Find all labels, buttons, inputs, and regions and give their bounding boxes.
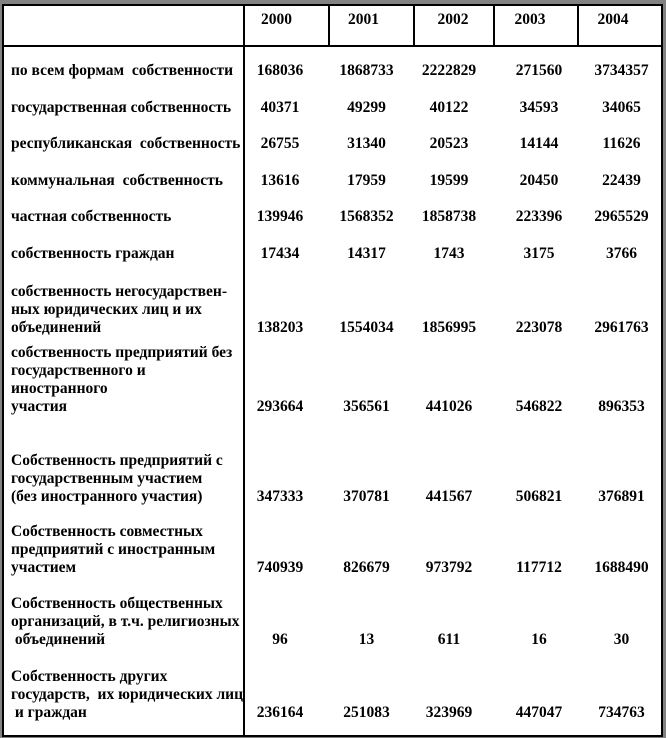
value-cell: 139946 bbox=[256, 208, 304, 225]
row-label: по всем формам собственности bbox=[4, 46, 245, 87]
table-row: Собственность совместных предприятий с и… bbox=[4, 513, 661, 584]
value-cell: 49299 bbox=[347, 99, 386, 116]
value-cell: 11626 bbox=[602, 135, 641, 152]
value-cell: 31340 bbox=[347, 135, 386, 152]
value-cell: 3175 bbox=[523, 245, 555, 262]
value-cell: 376891 bbox=[598, 488, 645, 505]
document-table-frame: 2000 2001 2002 2003 2004 по всем формам … bbox=[2, 4, 663, 737]
value-cell: 740939 bbox=[256, 559, 304, 576]
value-cell: 323969 bbox=[425, 704, 473, 721]
value-cell: 19599 bbox=[429, 172, 469, 189]
value-cell: 611 bbox=[437, 631, 461, 648]
value-cell: 734763 bbox=[598, 704, 645, 721]
table-row: государственная собственность 40371 4929… bbox=[4, 87, 661, 124]
value-cell: 293664 bbox=[256, 398, 304, 415]
value-cell: 2965529 bbox=[594, 208, 649, 225]
value-cell: 14144 bbox=[519, 135, 559, 152]
year-header-2001: 2001 bbox=[328, 6, 414, 47]
value-cell: 347333 bbox=[256, 488, 304, 505]
value-cell: 34593 bbox=[519, 99, 559, 116]
table-row: республиканская собственность 26755 3134… bbox=[4, 124, 661, 160]
row-label: Собственность общественных организаций, … bbox=[4, 584, 245, 656]
year-header-2000: 2000 bbox=[243, 6, 329, 47]
table-row: Собственность общественных организаций, … bbox=[4, 584, 661, 656]
value-cell: 441026 bbox=[425, 398, 473, 415]
row-label: Собственность предприятий с государствен… bbox=[4, 423, 245, 513]
row-label: собственность негосударствен- ных юридич… bbox=[4, 270, 245, 344]
table-row: Собственность других государств, их юрид… bbox=[4, 656, 661, 735]
table-row: частная собственность 139946 1568352 185… bbox=[4, 197, 661, 233]
value-cell: 17959 bbox=[347, 172, 386, 189]
value-cell: 34065 bbox=[602, 99, 641, 116]
value-cell: 1688490 bbox=[594, 559, 649, 576]
row-label: республиканская собственность bbox=[4, 124, 245, 160]
value-cell: 236164 bbox=[256, 704, 304, 721]
value-cell: 826679 bbox=[343, 559, 390, 576]
value-cell: 30 bbox=[613, 631, 630, 648]
value-cell: 17434 bbox=[260, 245, 300, 262]
row-label: коммунальная собственность bbox=[4, 160, 245, 197]
value-cell: 2222829 bbox=[421, 62, 477, 79]
value-cell: 16 bbox=[531, 631, 547, 648]
row-label: Собственность других государств, их юрид… bbox=[4, 656, 245, 735]
value-cell: 973792 bbox=[425, 559, 473, 576]
value-cell: 223078 bbox=[515, 319, 563, 336]
value-cell: 251083 bbox=[343, 704, 390, 721]
value-cell: 22439 bbox=[602, 172, 641, 189]
header-row: 2000 2001 2002 2003 2004 bbox=[4, 6, 661, 47]
value-cell: 1568352 bbox=[339, 208, 394, 225]
year-header-2004: 2004 bbox=[577, 6, 661, 47]
table-row: собственность негосударствен- ных юридич… bbox=[4, 270, 661, 344]
value-cell: 1868733 bbox=[339, 62, 394, 79]
value-cell: 896353 bbox=[598, 398, 645, 415]
value-cell: 2961763 bbox=[594, 319, 649, 336]
value-cell: 3734357 bbox=[594, 62, 649, 79]
row-label: частная собственность bbox=[4, 197, 245, 233]
value-cell: 546822 bbox=[515, 398, 563, 415]
table-row: коммунальная собственность 13616 17959 1… bbox=[4, 160, 661, 197]
value-cell: 506821 bbox=[515, 488, 563, 505]
value-cell: 447047 bbox=[515, 704, 563, 721]
corner-header-cell bbox=[4, 6, 244, 47]
year-header-2002: 2002 bbox=[413, 6, 494, 47]
row-label: собственность граждан bbox=[4, 233, 245, 270]
value-cell: 1856995 bbox=[421, 319, 477, 336]
value-cell: 271560 bbox=[515, 62, 563, 79]
value-cell: 223396 bbox=[515, 208, 563, 225]
value-cell: 1858738 bbox=[421, 208, 477, 225]
value-cell: 13 bbox=[358, 631, 375, 648]
row-label: государственная собственность bbox=[4, 87, 245, 124]
value-cell: 117712 bbox=[516, 559, 562, 576]
value-cell: 168036 bbox=[256, 62, 304, 79]
value-cell: 1554034 bbox=[339, 319, 394, 336]
value-cell: 138203 bbox=[256, 319, 304, 336]
value-cell: 40371 bbox=[260, 99, 300, 116]
value-cell: 3766 bbox=[606, 245, 637, 262]
table-row: собственность предприятий без государств… bbox=[4, 344, 661, 423]
value-cell: 356561 bbox=[343, 398, 390, 415]
value-cell: 370781 bbox=[343, 488, 390, 505]
value-cell: 96 bbox=[272, 631, 288, 648]
row-label: Собственность совместных предприятий с и… bbox=[4, 513, 245, 584]
value-cell: 26755 bbox=[260, 135, 300, 152]
value-cell: 441567 bbox=[425, 488, 473, 505]
value-cell: 1743 bbox=[433, 245, 465, 262]
ownership-statistics-table: 2000 2001 2002 2003 2004 по всем формам … bbox=[4, 6, 661, 735]
value-cell: 20450 bbox=[519, 172, 559, 189]
table-row: собственность граждан 17434 14317 1743 3… bbox=[4, 233, 661, 270]
table-row: по всем формам собственности 168036 1868… bbox=[4, 46, 661, 87]
value-cell: 14317 bbox=[347, 245, 386, 262]
year-header-2003: 2003 bbox=[493, 6, 578, 47]
value-cell: 20523 bbox=[429, 135, 469, 152]
row-label: собственность предприятий без государств… bbox=[4, 344, 245, 423]
value-cell: 13616 bbox=[260, 172, 300, 189]
value-cell: 40122 bbox=[429, 99, 469, 116]
table-row: Собственность предприятий с государствен… bbox=[4, 423, 661, 513]
